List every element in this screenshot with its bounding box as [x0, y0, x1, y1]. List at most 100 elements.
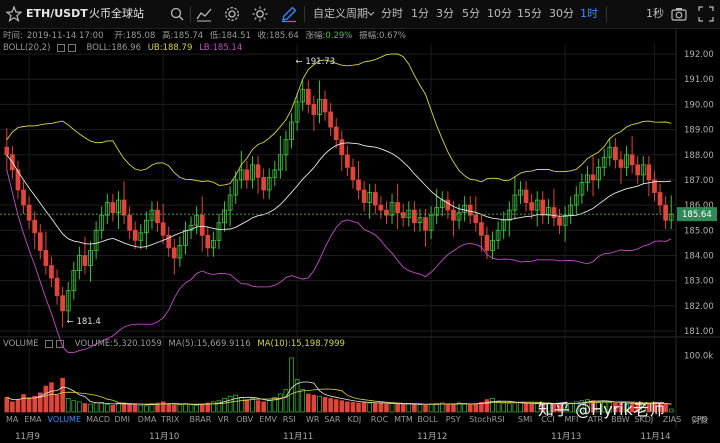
candle [378, 204, 384, 211]
indicator-tab[interactable]: ROC [370, 415, 389, 424]
candle [479, 222, 484, 236]
fullscreen-icon[interactable] [697, 5, 715, 23]
ma5-label: MA(5): [168, 339, 197, 349]
volume-bar [37, 392, 43, 413]
indicator-tab[interactable]: DMA [137, 415, 157, 424]
candle [37, 232, 43, 251]
indicator-tab[interactable]: ATR [587, 415, 604, 424]
star-icon[interactable] [5, 5, 23, 23]
indicator-tab[interactable]: VOLUME [47, 415, 82, 424]
custom-period-dropdown[interactable]: 自定义周期 [313, 7, 368, 20]
interval-tab[interactable]: 分时 [381, 7, 403, 20]
indicator-tab[interactable]: ZIAS [662, 415, 682, 424]
indicator-tab[interactable]: RSI [282, 415, 296, 424]
candle [194, 214, 199, 226]
volume-bar [439, 402, 445, 413]
indicator-tab[interactable]: DMI [114, 415, 130, 424]
date-tick-label: 11月9 [15, 432, 40, 442]
chevron-down-icon[interactable] [366, 5, 376, 23]
volume-info: VOLUME VOLUME:5,320.1059 MA(5):15,669.91… [3, 339, 349, 353]
amplitude-label: 振幅: [359, 31, 379, 41]
eye-icon[interactable] [45, 339, 54, 348]
candle [400, 212, 406, 219]
volume-bar [462, 403, 467, 413]
candle [540, 199, 546, 216]
volume-bar [356, 402, 361, 413]
eye-icon[interactable] [57, 43, 66, 52]
indicator-tab[interactable]: MA [6, 415, 19, 424]
indicator-tab[interactable]: WR [306, 415, 320, 424]
indicator-tab[interactable]: MACD [86, 415, 111, 424]
settings-icon[interactable] [67, 43, 76, 52]
chart-type-icon[interactable] [195, 5, 213, 23]
candle [49, 265, 54, 279]
interval-tab[interactable]: 30分 [549, 7, 574, 20]
volume-bar [333, 399, 339, 413]
interval-tab[interactable]: 3分 [436, 7, 454, 20]
indicator-tab[interactable]: SKDJ [634, 415, 654, 424]
indicator-tab[interactable]: CCI [541, 415, 555, 424]
indicator-tab[interactable]: TRIX [161, 415, 180, 424]
candle [473, 214, 479, 224]
boll-upper-band [6, 53, 672, 186]
exchange-label[interactable]: 火币全球站 [89, 7, 144, 20]
candle [657, 192, 663, 206]
candle [406, 209, 412, 219]
price-tick-label: 190.00 [684, 100, 714, 110]
volume-bar [311, 394, 317, 413]
interval-tab[interactable]: 10分 [487, 7, 512, 20]
indicator-tab[interactable]: BBW [611, 415, 630, 424]
price-tick-label: 186.00 [684, 201, 714, 211]
indicator-tab[interactable]: StochRSI [469, 415, 505, 424]
volume-bar [445, 403, 451, 413]
indicator-tab[interactable]: KDJ [347, 415, 362, 424]
symbol-label[interactable]: ETH/USDT [26, 7, 88, 20]
volume-bar [255, 400, 261, 413]
indicator-tab[interactable]: SAR [324, 415, 341, 424]
candle [412, 209, 417, 224]
candle [562, 214, 568, 226]
theme-icon[interactable] [251, 5, 269, 23]
interval-tab[interactable]: 1分 [411, 7, 429, 20]
candle [77, 255, 82, 271]
indicator-tab[interactable]: SMI [517, 415, 533, 424]
candle [613, 146, 618, 161]
interval-tab[interactable]: 15分 [517, 7, 542, 20]
indicator-tab[interactable]: EMA [24, 415, 42, 424]
candle [585, 174, 590, 183]
refresh-rate-label[interactable]: 1秒 [646, 7, 664, 20]
candle [445, 199, 451, 211]
candle [82, 255, 88, 266]
indicator-tab[interactable]: MFI [564, 415, 579, 424]
indicator-tab[interactable]: OBV [236, 415, 254, 424]
interval-tab[interactable]: 5分 [462, 7, 480, 20]
date-tick-label: 11月12 [417, 432, 448, 442]
volume-bar [177, 404, 183, 413]
volume-bar [328, 398, 333, 413]
interval-tab-active[interactable]: 1时 [580, 7, 598, 20]
indicator-tab[interactable]: VR [217, 415, 229, 424]
toolbar: ETH/USDT 火币全球站 自定义周期 分时 1分 3分 5分 10分 15分… [0, 0, 720, 29]
indicator-tab[interactable]: BOLL [417, 415, 438, 424]
indicator-tab[interactable]: EMV [259, 415, 277, 424]
settings-icon[interactable] [56, 339, 64, 348]
candle [278, 154, 283, 171]
volume-bar [317, 395, 322, 413]
indicator-tab[interactable]: MTM [394, 415, 413, 424]
indicator-tab[interactable]: CPO [691, 415, 708, 424]
candle [601, 156, 607, 168]
indicator-tab[interactable]: BRAR [189, 415, 212, 424]
price-tick-label: 181.00 [684, 327, 714, 337]
camera-icon[interactable] [670, 5, 688, 23]
candle [367, 192, 373, 203]
candle [345, 154, 350, 168]
log-scale-toggle[interactable]: 对数 [692, 416, 708, 425]
indicator-tab[interactable]: PSY [445, 415, 461, 424]
price-tick-label: 191.00 [684, 75, 714, 85]
settings-icon[interactable] [223, 5, 241, 23]
search-icon[interactable] [168, 5, 186, 23]
draw-icon[interactable] [280, 5, 298, 23]
volume-bar [624, 403, 629, 413]
ma5-value: 15,669.9116 [196, 339, 251, 349]
